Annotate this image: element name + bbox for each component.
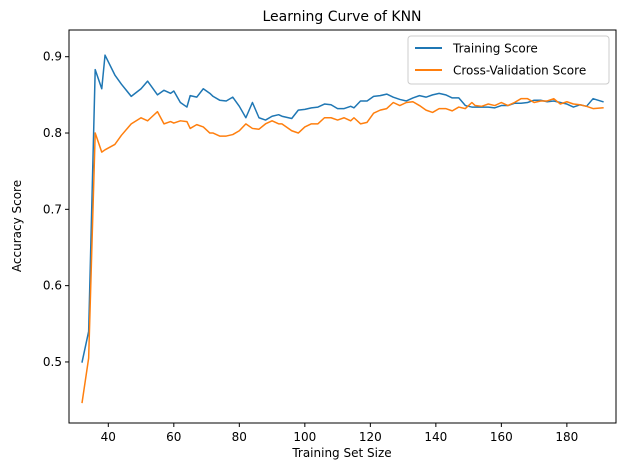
x-tick-label-6: 160 (490, 430, 513, 444)
x-tick-label-7: 180 (555, 430, 578, 444)
y-tick-label-3: 0.8 (43, 126, 62, 140)
x-tick-label-3: 100 (293, 430, 316, 444)
legend-label-training: Training Score (452, 42, 538, 56)
legend: Training Score Cross-Validation Score (407, 35, 610, 85)
plot-area (68, 29, 617, 424)
legend-box (407, 35, 610, 85)
chart-title: Learning Curve of KNN (262, 9, 421, 25)
x-tick-label-4: 120 (359, 430, 382, 444)
x-tick-label-5: 140 (424, 430, 447, 444)
x-tick-label-0: 40 (101, 430, 116, 444)
x-axis-ticks: 40 60 80 100 120 140 160 180 (101, 423, 578, 444)
plot-background (69, 30, 616, 423)
series-line-1 (81, 97, 604, 404)
y-tick-label-2: 0.7 (43, 202, 62, 216)
y-tick-label-0: 0.5 (43, 355, 62, 369)
x-tick-label-2: 80 (232, 430, 247, 444)
y-tick-label-4: 0.9 (43, 50, 62, 64)
series-layer (81, 54, 604, 404)
x-axis-label: Training Set Size (291, 446, 391, 460)
plot-frame (68, 29, 617, 424)
y-tick-label-1: 0.6 (43, 279, 62, 293)
legend-label-cross-validation: Cross-Validation Score (453, 64, 586, 78)
y-axis-label: Accuracy Score (10, 180, 24, 272)
y-axis-ticks: 0.5 0.6 0.7 0.8 0.9 (43, 50, 69, 369)
x-tick-label-1: 60 (166, 430, 181, 444)
